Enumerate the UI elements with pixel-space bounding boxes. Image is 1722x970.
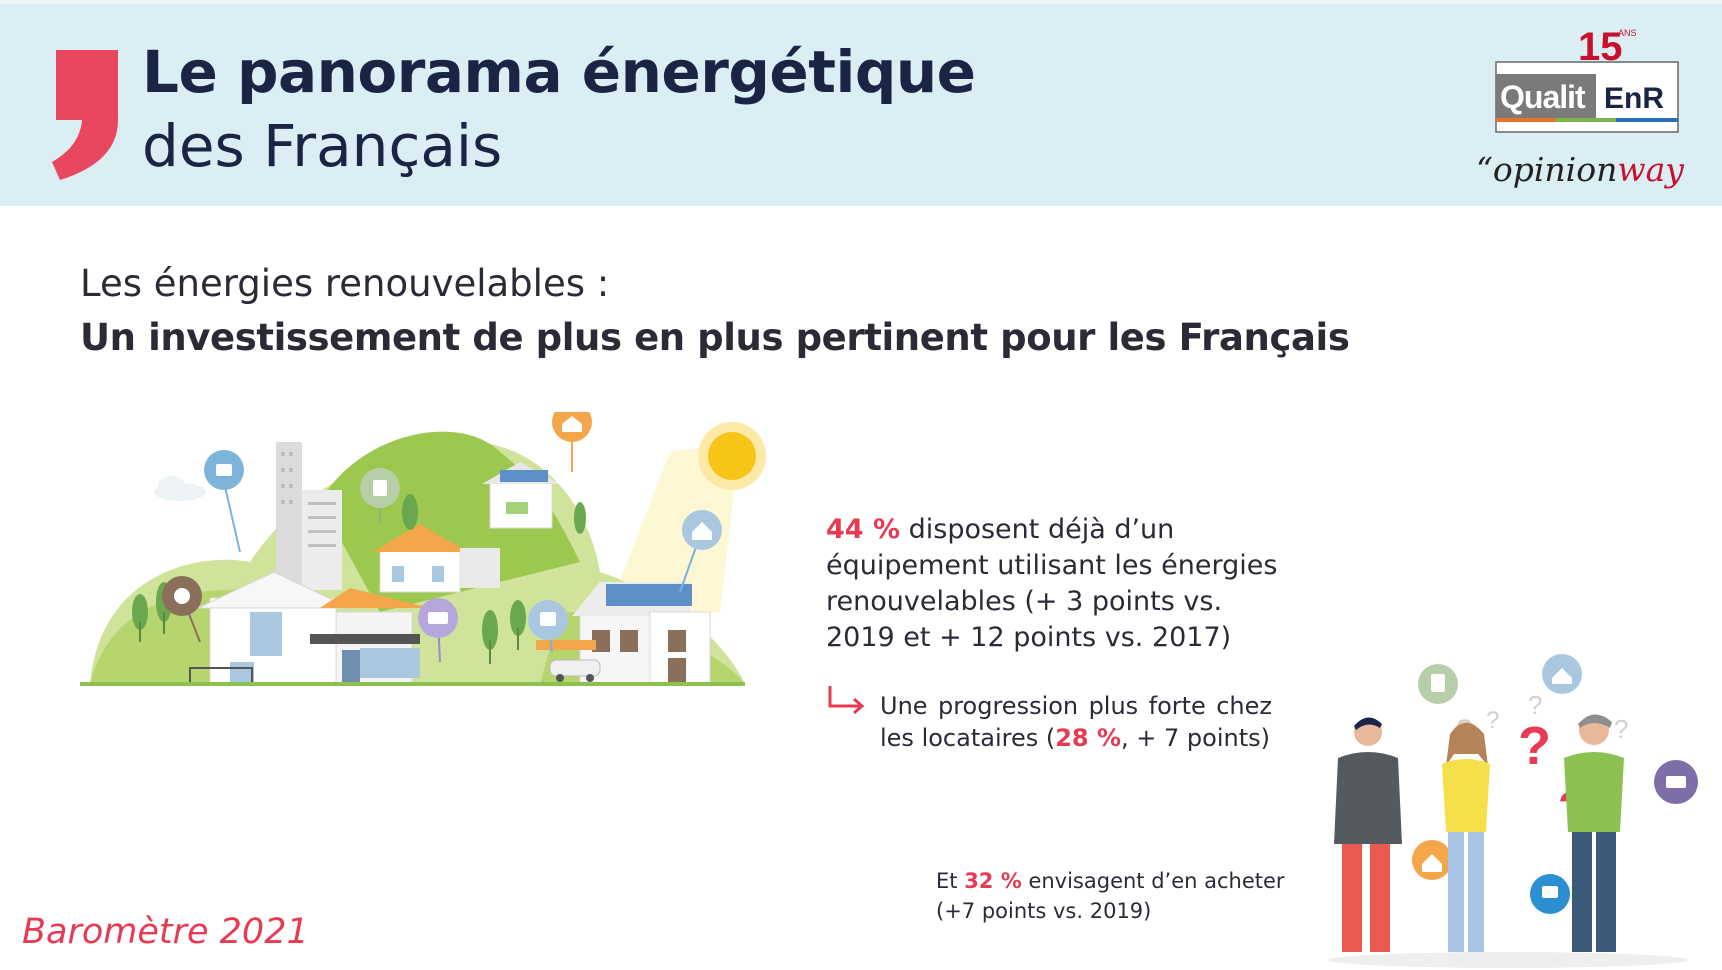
opinionway-logo: “opinionway [1476,150,1684,189]
barometre-label: Baromètre 2021 [22,912,309,952]
stat-equipment-share: 44 % disposent déjà d’un équipement util… [826,512,1286,656]
page-title-secondary: des Français [142,112,503,180]
renewable-energy-village-illustration [80,412,766,686]
logo-text-left: Qualit [1500,79,1586,115]
stat-buy-prefix: Et [936,869,965,893]
stat-equipment-value: 44 % [826,514,901,545]
svg-text:?: ? [1614,714,1628,744]
svg-text:?: ? [1486,707,1499,734]
opinionway-suffix: way [1617,150,1684,189]
opinionway-prefix: “opinion [1476,150,1618,189]
stat-purchase-intent: Et 32 % envisagent d’en acheter (+7 point… [936,866,1285,926]
svg-text:?: ? [1528,690,1542,720]
qualitenr-logo: 15 ANS Qualit EnR [1495,25,1679,133]
stat-tenants-suffix: , + 7 points) [1121,724,1270,752]
header-banner: Le panorama énergétique des Français 15 … [0,0,1722,206]
arrow-down-right-icon [828,686,865,715]
page-title: Le panorama énergétique [142,38,976,106]
section-subtitle: Les énergies renouvelables : [80,262,610,305]
stat-tenants-prefix: Une progression plus forte chez les loca… [880,692,1272,752]
stat-tenants: Une progression plus forte chez les loca… [880,690,1272,754]
stat-equipment-text: disposent déjà d’un équipement utilisant… [826,514,1278,653]
logo-badge-small: ANS [1618,28,1637,38]
stat-buy-suffix: envisagent d’en acheter [1021,869,1285,893]
stat-tenants-value: 28 % [1055,724,1122,752]
logo-text-right: EnR [1604,82,1664,115]
svg-text:?: ? [1518,716,1551,776]
stat-buy-value: 32 % [964,869,1022,893]
questioning-people-illustration: ? ? ? ? ? ? ? [1328,654,1698,968]
section-headline: Un investissement de plus en plus pertin… [80,316,1350,359]
quote-mark-icon [52,50,118,180]
stat-buy-line2: (+7 points vs. 2019) [936,899,1152,923]
